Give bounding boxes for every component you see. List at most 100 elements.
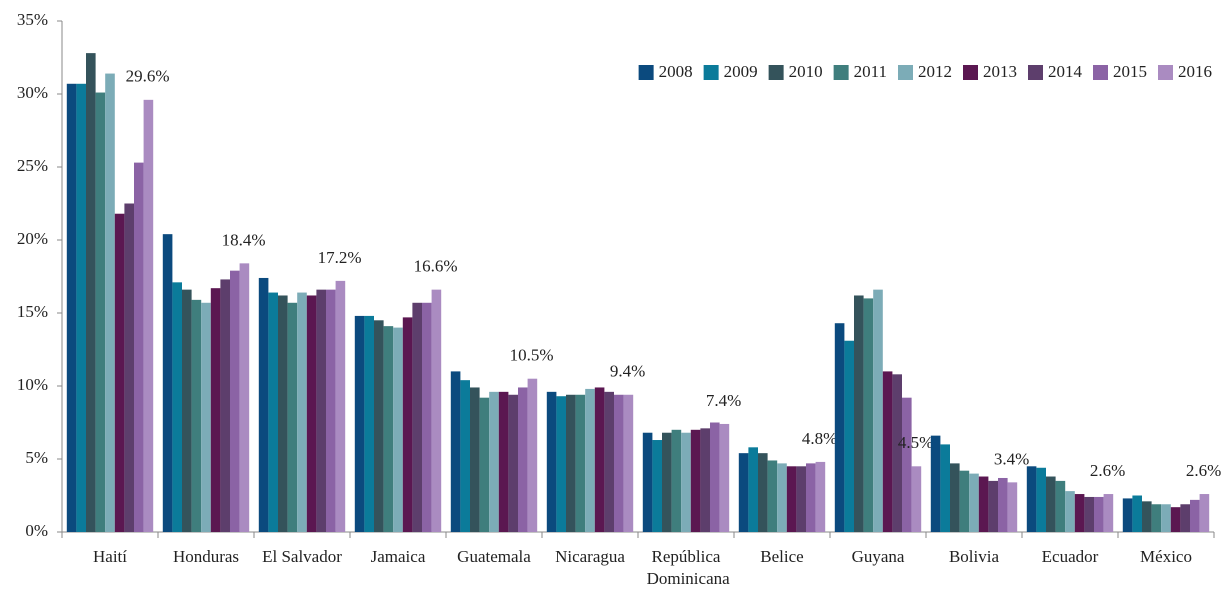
bar — [95, 92, 106, 532]
value-label: 4.8% — [802, 429, 837, 448]
bar — [335, 280, 346, 532]
value-label: 16.6% — [414, 257, 458, 276]
bar — [326, 289, 336, 532]
bar — [969, 473, 979, 532]
bar — [124, 203, 134, 532]
bar — [1190, 499, 1200, 532]
bar — [844, 340, 854, 532]
bar — [498, 391, 509, 532]
legend-label: 2008 — [659, 62, 693, 81]
bar — [1170, 507, 1181, 532]
bar — [911, 466, 922, 532]
value-label: 3.4% — [994, 449, 1029, 468]
x-tick-label: El Salvador — [262, 547, 342, 566]
bar — [402, 317, 413, 532]
bar — [623, 394, 634, 532]
bar — [105, 73, 115, 532]
bar — [777, 463, 787, 532]
bar — [143, 99, 154, 532]
bar — [1007, 482, 1018, 532]
legend-swatch — [1093, 65, 1108, 80]
bar — [873, 289, 883, 532]
y-tick-label: 35% — [17, 10, 48, 29]
bar — [671, 429, 682, 532]
value-label: 29.6% — [126, 67, 170, 86]
bar — [892, 374, 902, 532]
bar — [518, 387, 528, 532]
bar — [268, 292, 278, 532]
bar — [930, 435, 941, 532]
legend-swatch — [1158, 65, 1173, 80]
bar — [854, 295, 864, 532]
y-tick-label: 25% — [17, 156, 48, 175]
x-tick-label: Ecuador — [1042, 547, 1099, 566]
bar — [585, 388, 595, 532]
bar — [652, 440, 662, 532]
bar — [959, 470, 970, 532]
bar — [1199, 494, 1210, 532]
bar — [748, 447, 758, 532]
bar — [364, 315, 374, 532]
bar — [719, 423, 730, 532]
legend-label: 2012 — [918, 62, 952, 81]
bar — [201, 302, 211, 532]
value-label: 9.4% — [610, 362, 645, 381]
bar — [1074, 494, 1085, 532]
bar — [278, 295, 288, 532]
bar — [1055, 480, 1066, 532]
legend-swatch — [963, 65, 978, 80]
bar — [527, 378, 538, 532]
value-label: 2.6% — [1186, 461, 1221, 480]
bar — [681, 432, 691, 532]
bar — [1094, 496, 1104, 532]
bar — [76, 83, 86, 532]
x-tick-label: República Dominicana — [642, 547, 730, 588]
bar — [758, 453, 768, 532]
bar — [191, 299, 202, 532]
bar — [114, 213, 125, 532]
value-label: 18.4% — [222, 230, 266, 249]
bar — [1151, 504, 1162, 532]
bar — [306, 295, 317, 532]
bar — [700, 428, 710, 532]
legend-swatch — [638, 65, 654, 80]
x-tick-label: Belice — [760, 547, 803, 566]
bar — [1142, 501, 1152, 532]
bar — [374, 320, 384, 532]
bar — [508, 394, 518, 532]
value-label: 10.5% — [510, 346, 554, 365]
value-label: 7.4% — [706, 391, 741, 410]
bar — [383, 326, 394, 532]
y-tick-label: 30% — [17, 83, 48, 102]
bar — [575, 394, 586, 532]
bar — [182, 289, 192, 532]
bar — [354, 315, 365, 532]
bar — [1084, 496, 1094, 532]
bar — [566, 394, 576, 532]
legend-swatch — [833, 65, 849, 80]
bar — [806, 463, 816, 532]
bar — [738, 453, 749, 532]
bar — [450, 371, 461, 532]
y-tick-label: 0% — [25, 521, 48, 540]
bar — [210, 288, 221, 532]
bar — [1161, 504, 1171, 532]
bar — [690, 429, 701, 532]
value-label: 2.6% — [1090, 461, 1125, 480]
bar — [1046, 476, 1056, 532]
legend-swatch — [898, 65, 913, 80]
value-label: 17.2% — [318, 248, 362, 267]
bar — [546, 391, 557, 532]
bar — [172, 282, 182, 532]
bar — [1036, 467, 1046, 532]
bar — [786, 466, 797, 532]
bar — [604, 391, 614, 532]
bar — [902, 397, 912, 532]
bar — [710, 422, 720, 532]
bar — [239, 263, 250, 532]
bar — [134, 162, 144, 532]
bar — [1026, 466, 1037, 532]
x-tick-label: Guatemala — [457, 547, 531, 566]
bar — [479, 397, 490, 532]
bar — [431, 289, 442, 532]
